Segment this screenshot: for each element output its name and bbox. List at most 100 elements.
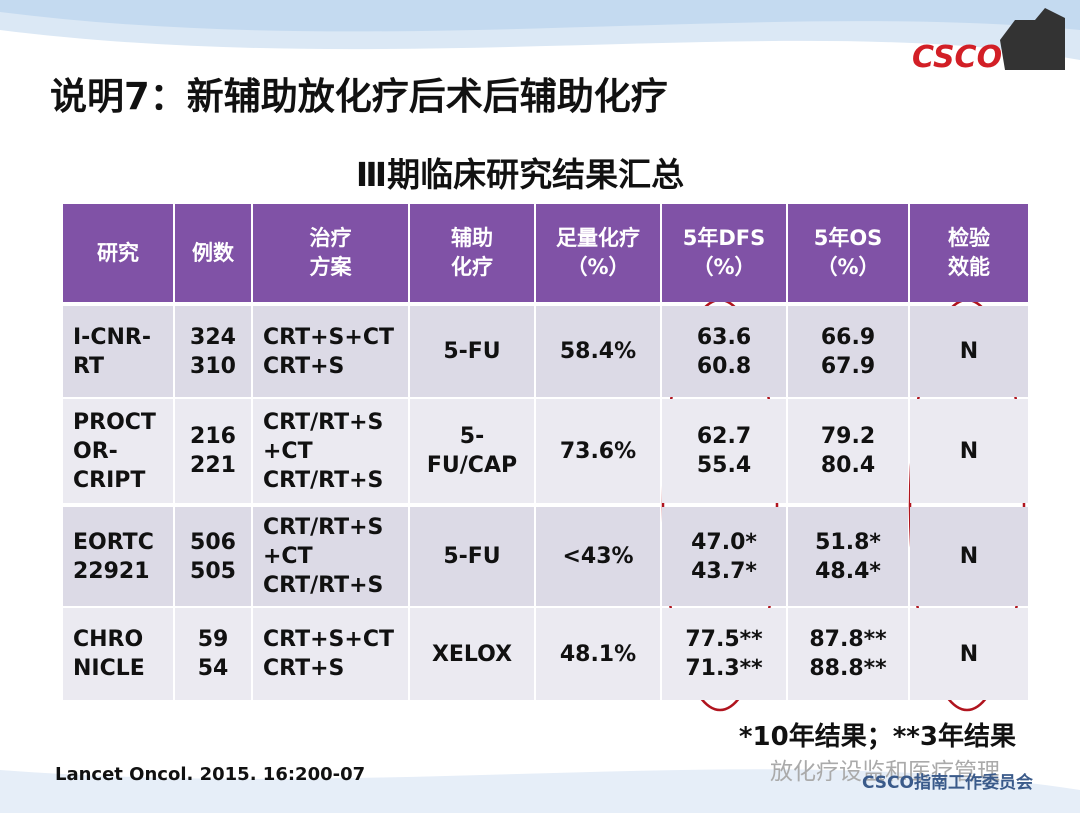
cell-line: N (959, 339, 979, 364)
cell-line: 48.4* (815, 558, 881, 584)
cell-line: NICLE (73, 656, 145, 681)
header-cell: 研究 (63, 204, 173, 302)
cell-line: 51.8* (815, 529, 881, 555)
table-cell: 324 310 (175, 306, 251, 397)
cell-line: 62.7 (696, 424, 752, 449)
cell-line: 506 (190, 529, 236, 555)
header-cell: 辅助 化疗 (410, 204, 534, 302)
cell-line: 治疗 (309, 226, 352, 250)
cell-line: 66.9 (820, 324, 876, 350)
cell-line: 221 (190, 453, 236, 478)
cell-line: 43.7* (691, 558, 757, 584)
cell-line: 化疗 (451, 255, 493, 279)
cell-line: 310 (190, 353, 236, 379)
table-cell: CHRO NICLE (63, 608, 173, 700)
cell-line: （%） (566, 255, 630, 279)
cell-line: 54 (197, 656, 229, 681)
cell-line: （%） (692, 255, 756, 279)
cell-line: CRT+S+CT (263, 324, 394, 350)
cell-line: 67.9 (820, 353, 876, 379)
cell-line: PROCT (73, 409, 156, 435)
watermark: 放化疗设监和医疗管理 (770, 759, 1000, 785)
table-cell: N (910, 399, 1028, 503)
table-cell: N (910, 306, 1028, 397)
cell-line: 48.1% (559, 641, 637, 667)
header-cell: 检验 效能 (910, 204, 1028, 302)
table-cell: 79.2 80.4 (788, 399, 908, 503)
table-cell: 51.8* 48.4* (788, 507, 908, 606)
cell-line: 59 (197, 627, 229, 652)
cell-line: 63.6 (696, 324, 752, 350)
cell-line: 检验 (948, 226, 990, 250)
table-cell: 216 221 (175, 399, 251, 503)
cell-line: 5- (459, 424, 485, 449)
table-cell: XELOX (410, 608, 534, 700)
cell-line: 5-FU (443, 544, 501, 569)
table-cell: 62.7 55.4 (662, 399, 786, 503)
cell-line: 5年DFS (682, 226, 766, 250)
table-cell: 87.8** 88.8** (788, 608, 908, 700)
cell-line: 足量化疗 (556, 226, 640, 250)
cell-line: <43% (562, 544, 634, 569)
table-cell: N (910, 507, 1028, 606)
cell-line: 87.8** (809, 627, 887, 652)
table-cell: CRT/RT+S +CT CRT/RT+S (253, 399, 408, 503)
cell-line: XELOX (431, 641, 513, 667)
cell-line: 55.4 (696, 453, 752, 478)
cell-line: 60.8 (696, 353, 752, 379)
table-cell: 5- FU/CAP (410, 399, 534, 503)
table-cell: 48.1% (536, 608, 660, 700)
cell-line: 47.0* (691, 529, 757, 555)
table-cell: 63.6 60.8 (662, 306, 786, 397)
cell-line: 79.2 (820, 424, 876, 449)
header-cell: 足量化疗 （%） (536, 204, 660, 302)
table-cell: 77.5** 71.3** (662, 608, 786, 700)
cell-line: 80.4 (820, 453, 876, 478)
cell-line: 71.3** (685, 656, 763, 681)
cell-line: CRT/RT+S (263, 515, 384, 540)
header-cell: 治疗 方案 (253, 204, 408, 302)
cell-line: 方案 (309, 255, 352, 279)
cell-line: 研究 (97, 240, 139, 265)
cell-line: CRIPT (73, 467, 146, 493)
table-cell: CRT+S+CT CRT+S (253, 608, 408, 700)
table-cell: 5-FU (410, 306, 534, 397)
cell-line: （%） (816, 255, 880, 279)
cell-line: RT (73, 353, 104, 379)
logo: CSCO (912, 40, 1003, 75)
cell-line: EORTC (73, 529, 154, 555)
cell-line: N (959, 544, 979, 569)
cell-line: CRT+S (263, 656, 345, 681)
cell-line: 324 (190, 324, 236, 350)
table-cell: <43% (536, 507, 660, 606)
cell-line: I-CNR- (73, 324, 151, 350)
table-cell: 59 54 (175, 608, 251, 700)
subtitle: Ⅲ期临床研究结果汇总 (355, 155, 685, 194)
table-cell: 73.6% (536, 399, 660, 503)
cell-line: +CT (263, 544, 313, 569)
cell-line: CRT+S+CT (263, 627, 394, 652)
cell-line: 5-FU (443, 339, 501, 364)
table-cell: I-CNR- RT (63, 306, 173, 397)
cell-line: 效能 (948, 255, 990, 279)
cell-line: CRT+S (263, 353, 345, 379)
cell-line: N (959, 438, 979, 464)
table-cell: PROCT OR- CRIPT (63, 399, 173, 503)
cell-line: 77.5** (685, 627, 763, 652)
cell-line: 216 (190, 424, 236, 449)
table-cell: EORTC 22921 (63, 507, 173, 606)
cell-line: 73.6% (559, 438, 637, 464)
cell-line: FU/CAP (426, 453, 518, 478)
title: 说明7：新辅助放化疗后术后辅助化疗 (50, 75, 668, 118)
cell-line: 505 (190, 558, 236, 584)
table-cell: 47.0* 43.7* (662, 507, 786, 606)
cell-line: OR- (73, 438, 118, 464)
header-cell: 5年DFS （%） (662, 204, 786, 302)
table-cell: 506 505 (175, 507, 251, 606)
header-cell: 例数 (175, 204, 251, 302)
cell-line: 5年OS (813, 226, 883, 250)
cell-line: CRT/RT+S (263, 409, 384, 435)
committee: CSCO指南工作委员会 (862, 773, 1033, 793)
table-cell: 5-FU (410, 507, 534, 606)
